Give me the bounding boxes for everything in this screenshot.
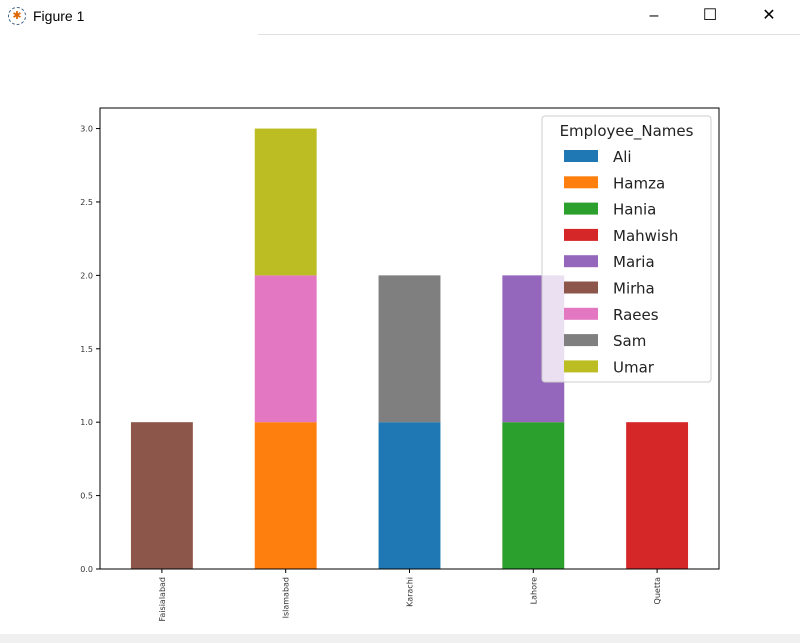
y-tick-label: 3.0	[80, 125, 93, 134]
y-tick-label: 1.0	[80, 418, 93, 427]
bar-umar-islamabad	[254, 128, 317, 276]
x-tick-label: Faisialabad	[158, 577, 167, 621]
legend-swatch-mirha	[564, 281, 598, 294]
legend-swatch-mahwish	[564, 228, 598, 241]
legend-label-sam: Sam	[613, 332, 646, 350]
x-tick-label: Karachi	[406, 577, 415, 607]
x-tick-label: Quetta	[653, 577, 662, 605]
minimize-button[interactable]: –	[649, 7, 659, 24]
legend-title: Employee_Names	[560, 122, 694, 141]
y-tick-label: 0.5	[80, 492, 93, 501]
y-tick-label: 2.0	[80, 271, 93, 280]
y-tick-label: 0.0	[80, 565, 93, 574]
y-tick-label: 2.5	[80, 198, 93, 207]
window-title: Figure 1	[33, 8, 85, 24]
bar-ali-karachi	[378, 422, 441, 569]
legend-swatch-ali	[564, 150, 598, 162]
bar-hamza-islamabad	[254, 422, 317, 569]
legend-swatch-umar	[564, 360, 598, 373]
close-button[interactable]: ✕	[762, 7, 776, 24]
bar-mirha-faisialabad	[130, 422, 193, 569]
legend-swatch-raees	[564, 307, 598, 320]
legend-label-umar: Umar	[613, 358, 655, 376]
maximize-button[interactable]: ☐	[702, 7, 718, 24]
legend-label-mirha: Mirha	[613, 280, 655, 298]
divider	[258, 34, 800, 35]
legend-swatch-maria	[564, 255, 598, 268]
legend-label-hania: Hania	[613, 201, 656, 219]
bar-mahwish-quetta	[626, 422, 689, 569]
legend-label-raees: Raees	[613, 306, 659, 324]
legend-swatch-hamza	[564, 176, 598, 189]
legend-label-ali: Ali	[613, 148, 632, 166]
bar-raees-islamabad	[254, 275, 317, 423]
toolbar[interactable]	[0, 634, 800, 643]
legend-swatch-sam	[564, 334, 598, 347]
legend-label-maria: Maria	[613, 253, 655, 271]
title-bar: ✱ Figure 1 – ☐ ✕	[0, 0, 800, 34]
matplotlib-icon: ✱	[8, 7, 26, 25]
x-tick-label: Lahore	[529, 577, 538, 604]
y-tick-label: 1.5	[80, 345, 93, 354]
legend-label-mahwish: Mahwish	[613, 227, 678, 245]
legend-label-hamza: Hamza	[613, 174, 665, 192]
x-tick-label: Islamabad	[282, 577, 291, 618]
legend-swatch-hania	[564, 202, 598, 215]
bar-sam-karachi	[378, 275, 441, 423]
bar-hania-lahore	[502, 422, 565, 569]
